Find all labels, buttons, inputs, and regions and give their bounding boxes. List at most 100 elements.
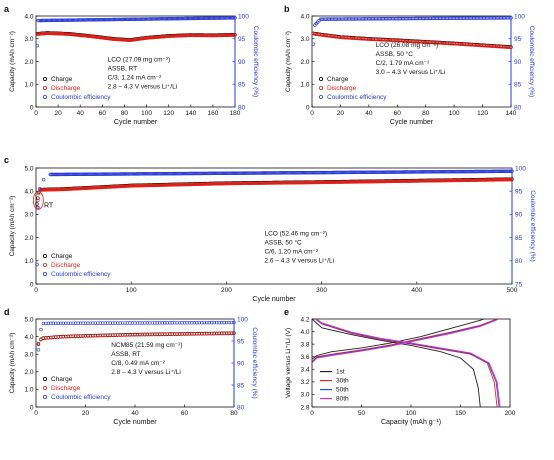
data-point xyxy=(182,16,186,21)
y-tick-label: 1.0 xyxy=(24,387,33,394)
data-point xyxy=(40,18,45,23)
y2-tick-label: 95 xyxy=(514,36,522,43)
data-point xyxy=(162,17,166,21)
data-point xyxy=(42,31,46,36)
legend-label: Charge xyxy=(51,76,73,83)
data-point xyxy=(220,33,224,38)
data-point xyxy=(111,37,116,41)
data-point xyxy=(121,17,126,22)
y2-tick-label: 85 xyxy=(238,82,246,89)
x-tick-label: 40 xyxy=(365,110,373,117)
data-point xyxy=(50,31,55,36)
annotation-line: ASSB, 50 °C xyxy=(264,238,302,246)
data-point xyxy=(154,35,159,39)
data-point xyxy=(174,34,179,38)
data-point xyxy=(184,16,189,21)
data-point xyxy=(205,320,209,325)
data-point xyxy=(163,321,167,325)
data-point xyxy=(228,16,233,20)
curve-1st-discharge xyxy=(312,319,481,407)
data-point xyxy=(81,18,86,22)
data-point xyxy=(147,17,151,21)
y2-tick-label: 85 xyxy=(237,382,245,389)
x-axis-label: Cycle number xyxy=(390,119,434,126)
data-point xyxy=(233,16,237,20)
data-point xyxy=(223,16,227,20)
data-point xyxy=(217,320,221,325)
legend-label: Coulombic efficiency xyxy=(327,94,387,101)
data-point xyxy=(59,18,64,22)
data-point xyxy=(61,335,65,339)
panel-tag: c xyxy=(4,155,9,165)
data-point xyxy=(165,34,170,39)
data-point xyxy=(212,332,216,336)
data-point xyxy=(160,321,164,325)
x-axis-label: Cycle number xyxy=(252,296,296,303)
legend-marker xyxy=(43,271,48,276)
data-point xyxy=(66,321,70,325)
data-point xyxy=(195,16,200,21)
y2-tick-label: 85 xyxy=(515,235,523,242)
data-point xyxy=(68,321,73,325)
data-point xyxy=(197,332,202,336)
data-point xyxy=(47,31,51,36)
data-point xyxy=(87,18,91,22)
data-point xyxy=(184,33,189,38)
data-point xyxy=(75,18,79,22)
data-point xyxy=(96,334,100,338)
data-point xyxy=(100,17,105,22)
data-point xyxy=(68,334,73,339)
data-point xyxy=(88,18,92,22)
data-point xyxy=(168,34,172,38)
data-point xyxy=(173,16,178,21)
data-point xyxy=(49,336,53,340)
data-point xyxy=(134,17,139,21)
data-point xyxy=(93,18,98,22)
curve-30th-discharge xyxy=(314,319,498,407)
annotation-line: ASSB, RT xyxy=(108,66,138,73)
data-point xyxy=(95,18,99,22)
x-tick-label: 150 xyxy=(455,410,466,417)
data-point xyxy=(214,16,218,20)
data-point xyxy=(175,332,179,336)
data-point xyxy=(169,34,173,38)
data-point xyxy=(207,16,212,20)
data-point xyxy=(227,16,232,20)
data-point xyxy=(190,16,194,21)
x-tick-label: 100 xyxy=(406,410,417,417)
data-point xyxy=(177,332,182,336)
legend-label: 30th xyxy=(336,378,349,385)
y-tick-label: 3.6 xyxy=(300,354,309,361)
data-point xyxy=(108,333,112,338)
annotation-line: C/6, 1.20 mA cm⁻² xyxy=(264,248,318,255)
data-point xyxy=(197,320,202,325)
data-point xyxy=(81,321,85,325)
data-point xyxy=(45,31,49,35)
x-tick-label: 160 xyxy=(207,110,218,117)
data-point xyxy=(36,342,41,347)
x-tick-label: 200 xyxy=(221,287,232,294)
data-point xyxy=(148,17,152,21)
y2-tick-label: 95 xyxy=(237,338,245,345)
data-point xyxy=(224,331,229,336)
data-point xyxy=(138,333,142,337)
data-point xyxy=(55,18,59,22)
x-tick-label: 60 xyxy=(394,110,402,117)
x-tick-label: 400 xyxy=(411,287,422,294)
data-point xyxy=(207,332,211,336)
data-point xyxy=(233,33,237,37)
data-point xyxy=(138,17,142,21)
data-point xyxy=(65,32,69,36)
data-point xyxy=(51,18,56,23)
data-point xyxy=(509,45,513,50)
data-point xyxy=(63,18,67,22)
data-point xyxy=(232,320,236,325)
data-point xyxy=(232,16,236,20)
data-point xyxy=(170,34,174,38)
y-tick-label: 4.0 xyxy=(24,13,33,20)
data-point xyxy=(60,18,65,22)
data-point xyxy=(222,320,226,325)
legend-marker xyxy=(43,253,48,258)
data-point xyxy=(185,332,189,336)
data-point xyxy=(106,333,110,338)
